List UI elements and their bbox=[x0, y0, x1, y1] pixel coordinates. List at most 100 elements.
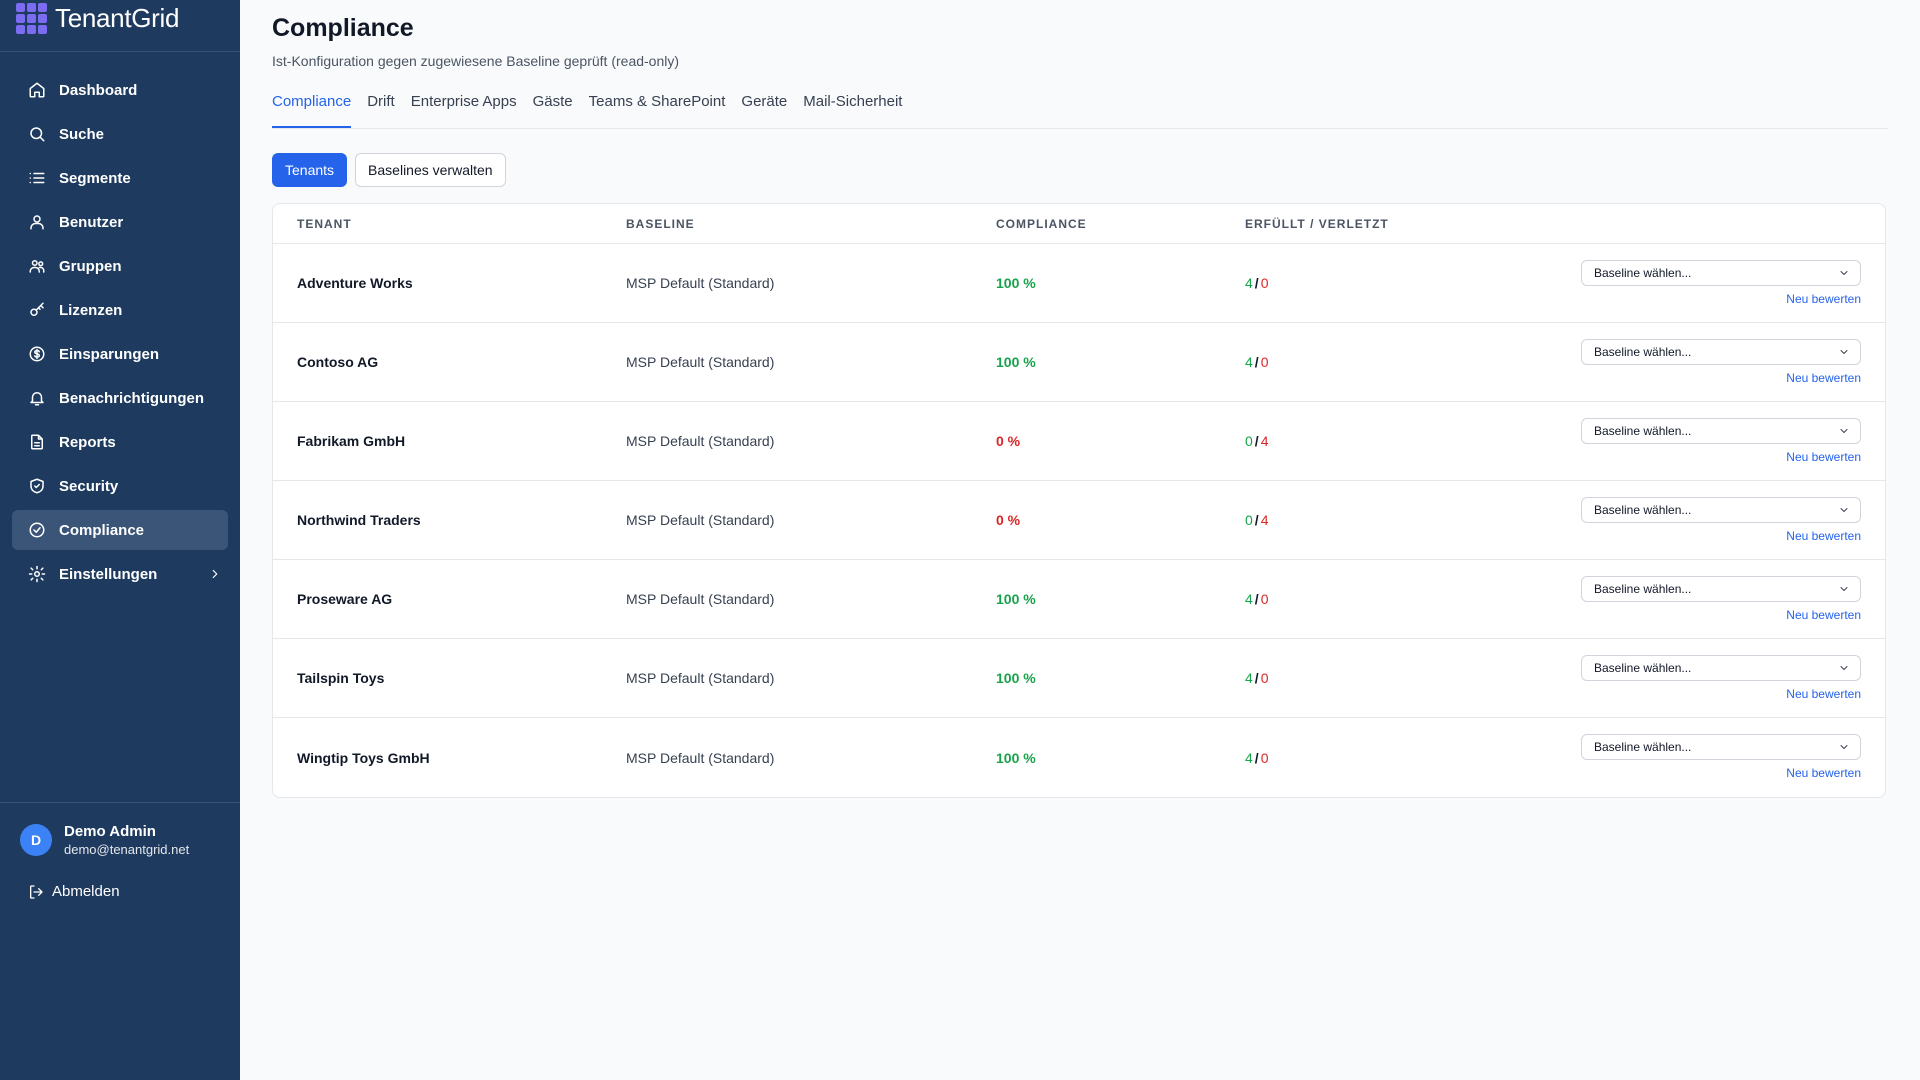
sidebar-item-label: Benachrichtigungen bbox=[59, 389, 205, 407]
sidebar-item-einsparungen[interactable]: Einsparungen bbox=[12, 334, 228, 374]
chevron-down-icon bbox=[1840, 271, 1848, 275]
sidebar-item-dashboard[interactable]: Dashboard bbox=[12, 70, 228, 110]
compliance-percent: 100 % bbox=[996, 670, 1036, 686]
page-subtitle: Ist-Konfiguration gegen zugewiesene Base… bbox=[272, 53, 680, 69]
baseline-select-value: Baseline wählen... bbox=[1594, 424, 1692, 438]
ratio-separator: / bbox=[1254, 670, 1259, 686]
reevaluate-link[interactable]: Neu bewerten bbox=[1786, 529, 1861, 543]
sidebar-item-lizenzen[interactable]: Lizenzen bbox=[12, 290, 228, 330]
column-header-baseline: Baseline bbox=[626, 216, 695, 231]
fulfilled-count: 0 bbox=[1245, 512, 1253, 528]
main-content: Compliance Ist-Konfiguration gegen zugew… bbox=[272, 0, 1888, 798]
row-actions: Baseline wählen... Neu bewerten bbox=[1581, 418, 1861, 466]
row-actions: Baseline wählen... Neu bewerten bbox=[1581, 260, 1861, 308]
sidebar-item-segmente[interactable]: Segmente bbox=[12, 158, 228, 198]
reevaluate-link[interactable]: Neu bewerten bbox=[1786, 687, 1861, 701]
tenant-name: Tailspin Toys bbox=[297, 670, 385, 686]
fulfilled-violated: 0/4 bbox=[1245, 433, 1268, 449]
compliance-percent: 100 % bbox=[996, 275, 1036, 291]
baseline-select-value: Baseline wählen... bbox=[1594, 266, 1692, 280]
table-row: Northwind Traders MSP Default (Standard)… bbox=[273, 481, 1885, 560]
row-actions: Baseline wählen... Neu bewerten bbox=[1581, 655, 1861, 703]
column-header-tenant: Tenant bbox=[297, 216, 352, 231]
avatar: D bbox=[20, 824, 52, 856]
violated-count: 4 bbox=[1260, 433, 1269, 449]
baseline-name: MSP Default (Standard) bbox=[626, 591, 775, 607]
chevron-down-icon bbox=[1840, 587, 1848, 591]
sidebar-item-gruppen[interactable]: Gruppen bbox=[12, 246, 228, 286]
ratio-separator: / bbox=[1254, 512, 1259, 528]
reevaluate-link[interactable]: Neu bewerten bbox=[1786, 766, 1861, 780]
table-row: Tailspin Toys MSP Default (Standard) 100… bbox=[273, 639, 1885, 718]
shield-icon bbox=[30, 478, 44, 494]
tab-gaeste[interactable]: Gäste bbox=[532, 93, 573, 110]
baseline-name: MSP Default (Standard) bbox=[626, 749, 775, 766]
baseline-select[interactable]: Baseline wählen... bbox=[1581, 497, 1861, 523]
sidebar-item-benachrichtigungen[interactable]: Benachrichtigungen bbox=[12, 378, 228, 418]
tab-geraete[interactable]: Geräte bbox=[741, 93, 788, 110]
tab-mail-sicherheit[interactable]: Mail-Sicherheit bbox=[803, 93, 903, 110]
tenant-name: Northwind Traders bbox=[297, 512, 421, 528]
tab-compliance[interactable]: Compliance bbox=[272, 93, 352, 128]
violated-count: 4 bbox=[1260, 512, 1269, 528]
tenantgrid-logo-icon bbox=[16, 3, 47, 34]
sidebar-item-einstellungen[interactable]: Einstellungen bbox=[12, 554, 228, 594]
reevaluate-link[interactable]: Neu bewerten bbox=[1786, 292, 1861, 306]
sidebar-item-label: Lizenzen bbox=[59, 301, 123, 319]
column-header-ratio: Erfüllt / Verletzt bbox=[1245, 216, 1389, 231]
violated-count: 0 bbox=[1260, 591, 1269, 607]
sidebar-item-label: Benutzer bbox=[59, 213, 124, 231]
violated-count: 0 bbox=[1260, 354, 1269, 370]
baseline-name: MSP Default (Standard) bbox=[626, 670, 775, 686]
reevaluate-link[interactable]: Neu bewerten bbox=[1786, 450, 1861, 464]
sidebar-item-label: Segmente bbox=[59, 169, 131, 187]
tenants-button[interactable]: Tenants bbox=[272, 153, 348, 187]
gear-icon bbox=[28, 565, 46, 583]
manage-baselines-button[interactable]: Baselines verwalten bbox=[355, 153, 506, 187]
fulfilled-count: 4 bbox=[1245, 670, 1253, 686]
row-actions: Baseline wählen... Neu bewerten bbox=[1581, 576, 1861, 624]
tab-teams-sharepoint[interactable]: Teams & SharePoint bbox=[588, 93, 726, 110]
logout-button[interactable]: Abmelden bbox=[28, 883, 240, 900]
baseline-select[interactable]: Baseline wählen... bbox=[1581, 260, 1861, 286]
fulfilled-violated: 0/4 bbox=[1245, 512, 1268, 528]
fulfilled-violated: 4/0 bbox=[1245, 591, 1268, 607]
fulfilled-violated: 4/0 bbox=[1245, 670, 1268, 686]
bell-icon bbox=[30, 392, 44, 406]
dollar-icon bbox=[29, 346, 45, 362]
user-profile[interactable]: D Demo Admin demo@tenantgrid.net bbox=[0, 803, 240, 857]
reevaluate-link[interactable]: Neu bewerten bbox=[1786, 608, 1861, 622]
sidebar: TenantGrid Dashboard Suche Segmente Benu… bbox=[0, 0, 240, 1080]
tab-enterprise-apps[interactable]: Enterprise Apps bbox=[410, 93, 517, 110]
chevron-down-icon bbox=[1840, 429, 1848, 433]
row-actions: Baseline wählen... Neu bewerten bbox=[1581, 734, 1861, 782]
baseline-select[interactable]: Baseline wählen... bbox=[1581, 655, 1861, 681]
baseline-name: MSP Default (Standard) bbox=[626, 433, 775, 449]
chevron-down-icon bbox=[1840, 350, 1848, 354]
baseline-select[interactable]: Baseline wählen... bbox=[1581, 339, 1861, 365]
logout-icon bbox=[30, 884, 43, 899]
ratio-separator: / bbox=[1254, 433, 1259, 449]
fulfilled-count: 4 bbox=[1245, 749, 1253, 766]
sidebar-item-benutzer[interactable]: Benutzer bbox=[12, 202, 228, 242]
sidebar-item-security[interactable]: Security bbox=[12, 466, 228, 506]
brand[interactable]: TenantGrid bbox=[0, 0, 240, 52]
row-actions: Baseline wählen... Neu bewerten bbox=[1581, 497, 1861, 545]
sidebar-item-label: Security bbox=[59, 477, 119, 495]
sidebar-item-suche[interactable]: Suche bbox=[12, 114, 228, 154]
tenant-name: Adventure Works bbox=[297, 275, 413, 291]
baseline-select[interactable]: Baseline wählen... bbox=[1581, 734, 1861, 760]
key-icon bbox=[30, 302, 44, 316]
table-row: Wingtip Toys GmbH MSP Default (Standard)… bbox=[273, 718, 1885, 797]
group-icon bbox=[29, 260, 45, 273]
sidebar-item-compliance[interactable]: Compliance bbox=[12, 510, 228, 550]
tab-drift[interactable]: Drift bbox=[367, 93, 395, 110]
search-icon bbox=[30, 127, 45, 142]
baseline-select[interactable]: Baseline wählen... bbox=[1581, 418, 1861, 444]
tenant-name: Proseware AG bbox=[297, 591, 393, 607]
baseline-select[interactable]: Baseline wählen... bbox=[1581, 576, 1861, 602]
sidebar-item-label: Suche bbox=[59, 125, 105, 143]
sidebar-footer: D Demo Admin demo@tenantgrid.net Abmelde… bbox=[0, 802, 240, 1080]
sidebar-item-reports[interactable]: Reports bbox=[12, 422, 228, 462]
reevaluate-link[interactable]: Neu bewerten bbox=[1786, 371, 1861, 385]
